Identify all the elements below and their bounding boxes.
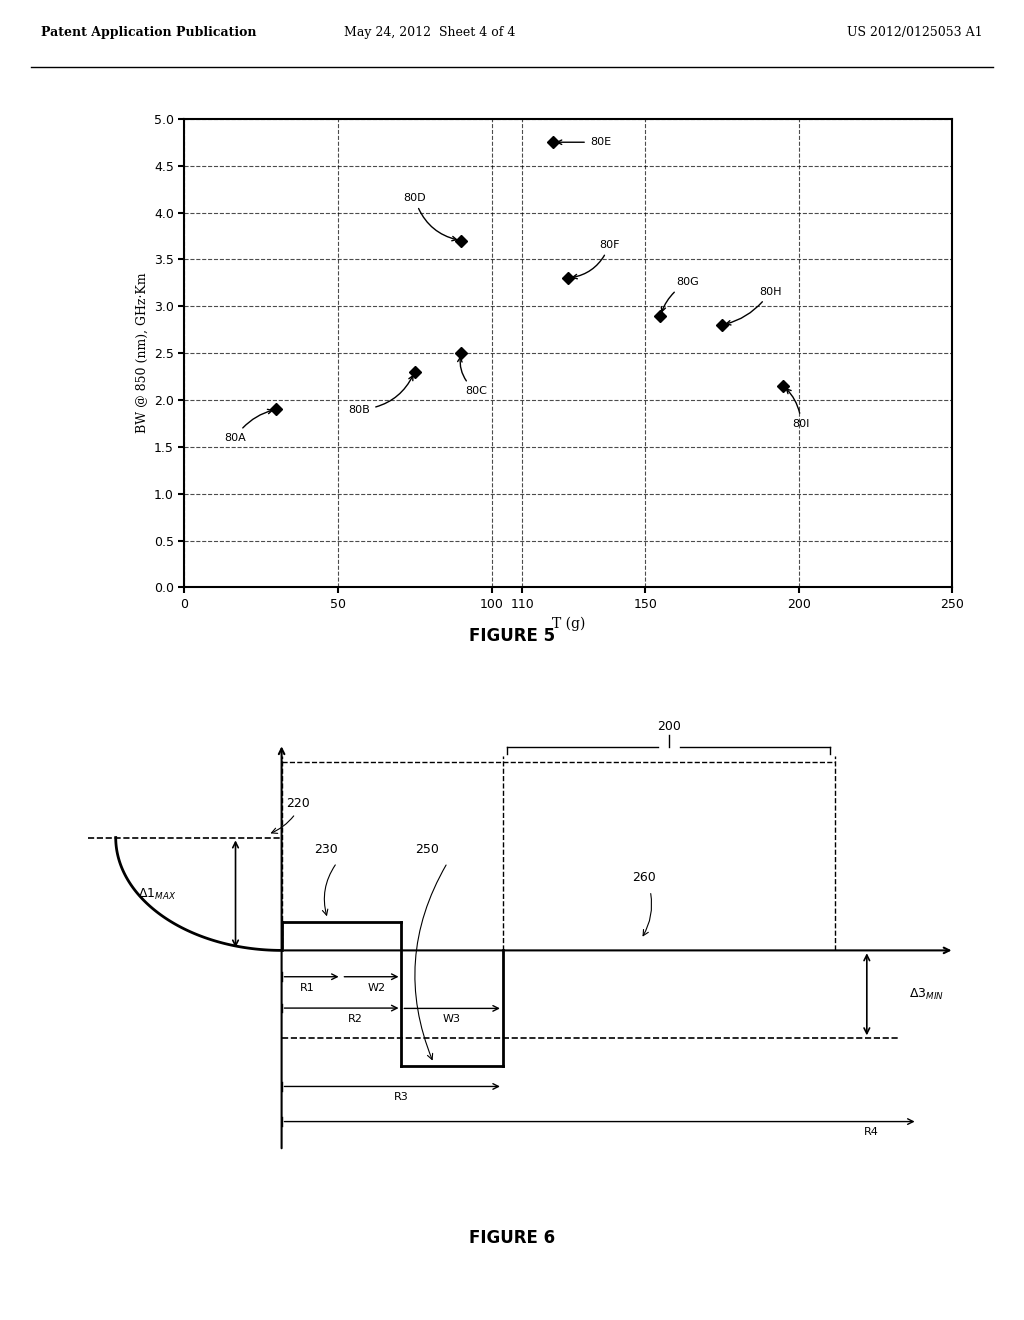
Text: May 24, 2012  Sheet 4 of 4: May 24, 2012 Sheet 4 of 4 [344,26,516,40]
Text: 80B: 80B [348,376,413,414]
Text: R3: R3 [394,1092,409,1102]
Text: R1: R1 [300,982,314,993]
Text: W2: W2 [368,982,386,993]
Text: $\Delta 3_{MIN}$: $\Delta 3_{MIN}$ [909,987,944,1002]
Text: 80I: 80I [786,389,810,429]
Text: 80D: 80D [403,193,457,240]
Text: FIGURE 5: FIGURE 5 [469,627,555,645]
Text: 260: 260 [632,871,655,884]
Text: 250: 250 [416,843,439,857]
Text: 80H: 80H [726,286,781,325]
Y-axis label: BW @ 850 (nm), GHz·Km: BW @ 850 (nm), GHz·Km [135,273,148,433]
Text: 230: 230 [314,843,338,857]
Text: R4: R4 [864,1127,879,1138]
Text: FIGURE 6: FIGURE 6 [469,1229,555,1247]
Text: $\Delta 1_{MAX}$: $\Delta 1_{MAX}$ [138,887,176,902]
Text: W3: W3 [443,1014,461,1024]
Text: 80G: 80G [662,277,698,312]
Text: 80F: 80F [572,240,620,279]
Text: R2: R2 [348,1014,362,1024]
Text: 80A: 80A [224,409,272,442]
Text: US 2012/0125053 A1: US 2012/0125053 A1 [848,26,983,40]
Text: Patent Application Publication: Patent Application Publication [41,26,256,40]
Text: 80E: 80E [557,137,611,148]
Text: 80C: 80C [458,358,487,396]
X-axis label: T (g): T (g) [552,616,585,631]
Text: 200: 200 [656,719,681,733]
Text: 220: 220 [287,797,310,810]
